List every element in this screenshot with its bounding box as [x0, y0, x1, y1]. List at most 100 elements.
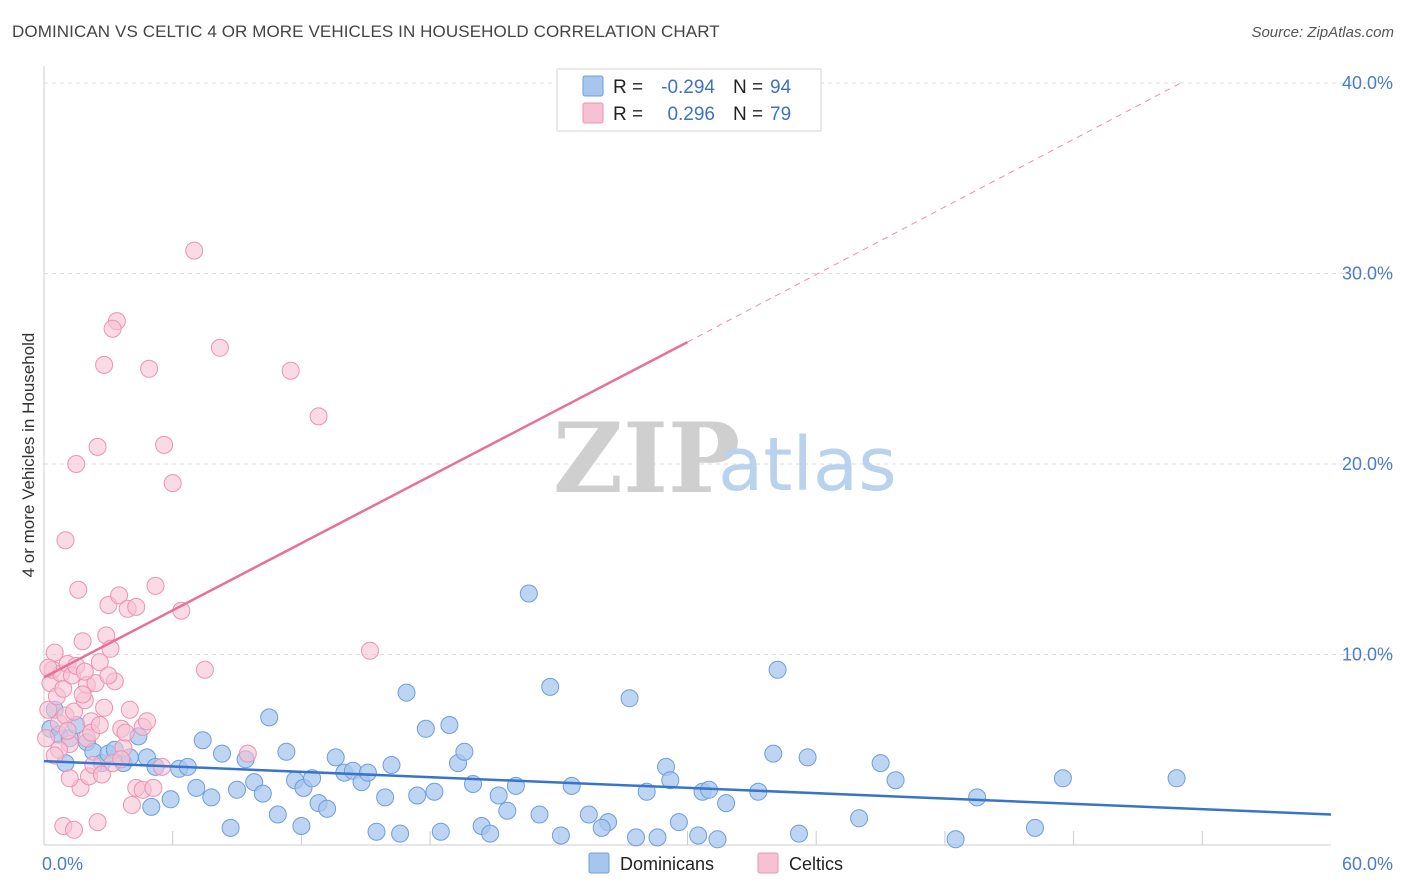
celtic-point — [138, 712, 156, 731]
celtic-point — [99, 666, 118, 685]
legend-label-celtics: Celtics — [789, 854, 843, 874]
dominican-point — [221, 818, 240, 837]
dominican-point — [764, 744, 783, 763]
celtic-point — [95, 698, 114, 717]
dominican-point — [408, 786, 427, 805]
dominican-point — [481, 824, 500, 843]
tick-labels: 10.0% 20.0% 30.0% 40.0% 0.0% 60.0% — [42, 73, 1393, 874]
celtic-point — [60, 769, 79, 788]
legend-label-dominicans: Dominicans — [620, 854, 714, 874]
dominican-point — [213, 744, 231, 763]
stats-r-label: R = — [613, 104, 643, 125]
celtic-point — [281, 361, 300, 380]
dominican-point — [541, 677, 560, 696]
celtic-point — [45, 746, 64, 765]
dominican-point — [397, 683, 416, 702]
x-tick-label: 0.0% — [42, 854, 83, 874]
dominican-point — [425, 782, 444, 801]
dominican-point — [268, 805, 287, 824]
dominican-point — [790, 824, 808, 843]
celtic-point — [37, 729, 56, 748]
celtic-point — [90, 653, 109, 672]
celtic-point — [75, 662, 94, 681]
legend-swatch-celtics — [757, 852, 779, 874]
dominican-point — [228, 780, 246, 799]
dominican-point — [187, 778, 206, 797]
celtic-point — [88, 437, 107, 456]
celtic-point — [95, 355, 114, 374]
dominican-point — [489, 786, 508, 805]
celtic-point — [146, 576, 165, 595]
celtic-point — [140, 359, 159, 378]
dominican-point — [946, 830, 965, 849]
celtic-point — [127, 597, 146, 616]
celtic-point — [45, 643, 64, 662]
celtics-points — [37, 241, 379, 839]
dominican-point — [871, 754, 890, 773]
celtic-point — [185, 241, 204, 260]
stats-legend: R = -0.294 N = 94 R = 0.296 N = 79 — [556, 68, 822, 132]
dominican-point — [530, 805, 549, 824]
y-tick-label: 40.0% — [1342, 73, 1393, 93]
dominican-point — [579, 805, 598, 824]
celtic-point — [54, 679, 73, 698]
dominican-point — [260, 708, 279, 727]
celtic-point — [120, 700, 139, 719]
dominican-point — [142, 797, 161, 816]
celtic-point — [88, 813, 107, 832]
celtic-point — [195, 660, 214, 679]
celtic-point — [56, 531, 75, 550]
celtic-point — [73, 685, 92, 704]
dominican-point — [850, 809, 869, 828]
dominican-point — [1167, 769, 1186, 788]
celtic-point — [110, 586, 129, 605]
y-tick-label: 30.0% — [1342, 264, 1393, 284]
chart-title: DOMINICAN VS CELTIC 4 OR MORE VEHICLES I… — [12, 22, 720, 41]
celtic-point — [69, 580, 88, 599]
dominican-point — [161, 790, 180, 809]
dominican-point — [193, 731, 212, 750]
dominican-point — [358, 763, 377, 782]
celtics-trend-line — [43, 340, 689, 679]
series-legend: Dominicans Celtics — [588, 852, 843, 874]
celtic-point — [361, 641, 379, 660]
dominican-point — [551, 826, 570, 845]
celtic-point — [163, 474, 182, 493]
celtic-point — [144, 778, 163, 797]
stats-n-value: 79 — [770, 104, 791, 125]
dominican-point — [519, 584, 538, 603]
dominican-point — [708, 830, 727, 849]
dominican-point — [562, 776, 581, 795]
stats-swatch-blue — [582, 75, 604, 97]
dominican-point — [669, 813, 688, 832]
stats-r-value: -0.294 — [661, 77, 715, 98]
y-axis-label: 4 or more Vehicles in Household — [19, 333, 38, 578]
dominican-point — [627, 828, 645, 847]
celtic-point — [210, 338, 229, 357]
dominican-point — [592, 818, 611, 837]
watermark-zip: ZIP — [553, 402, 740, 515]
celtic-point — [309, 407, 328, 426]
dominican-point — [277, 742, 296, 761]
celtic-point — [92, 765, 111, 784]
celtics-trend-extension — [687, 82, 1182, 343]
dominican-point — [376, 788, 395, 807]
dominican-point — [326, 748, 345, 767]
watermark-atlas: atlas — [718, 422, 897, 508]
dominican-point — [202, 788, 221, 807]
dominican-point — [431, 822, 450, 841]
dominican-point — [318, 799, 337, 818]
dominican-point — [717, 794, 736, 813]
dominican-point — [1053, 769, 1072, 788]
dominican-point — [620, 689, 639, 708]
celtic-point — [67, 455, 86, 473]
dominican-point — [303, 769, 322, 788]
dominican-point — [382, 756, 401, 774]
celtic-point — [65, 702, 83, 721]
watermark: ZIP atlas — [553, 402, 897, 515]
stats-n-label: N = — [733, 77, 763, 98]
dominican-point — [416, 719, 435, 738]
celtic-point — [122, 796, 141, 814]
stats-r-label: R = — [613, 77, 643, 98]
